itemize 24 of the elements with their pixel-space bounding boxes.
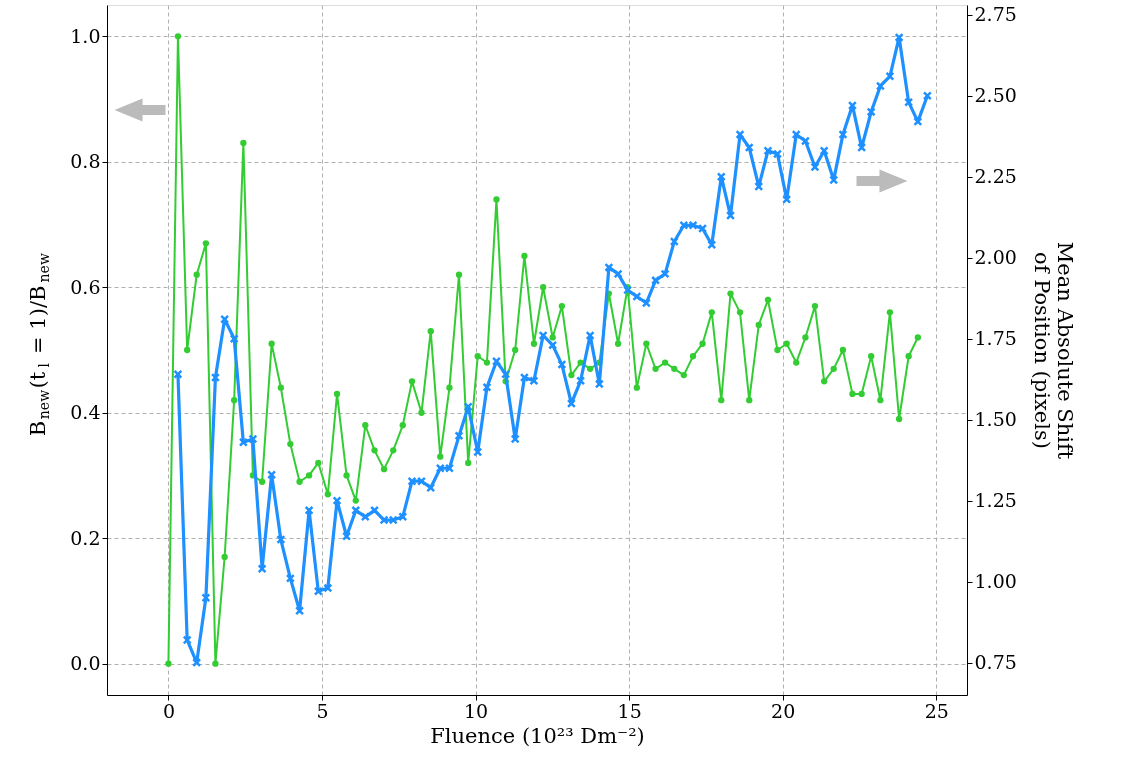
x-axis-title: Fluence (10²³ Dm⁻²) (430, 723, 645, 748)
y2-tick-label: 1.25 (974, 489, 1017, 512)
x-tick-label: 25 (924, 699, 949, 722)
y2-axis-title: Mean Absolute Shift of Position (pixels) (1029, 241, 1077, 460)
y2-tick-label: 2.00 (974, 246, 1017, 269)
y2-tick-label: 0.75 (974, 651, 1017, 674)
y2-tick-label: 1.75 (974, 327, 1017, 350)
y-tick-label: 0.4 (70, 401, 101, 424)
x-tick-label: 15 (617, 699, 642, 722)
y2-tick-label: 1.00 (974, 570, 1017, 593)
x-tick-label: 10 (463, 699, 489, 722)
y2-tick-label: 2.50 (974, 84, 1017, 107)
y-tick-label: 0.0 (70, 652, 101, 675)
x-tick-label: 20 (771, 699, 796, 722)
x-tick-label: 5 (316, 699, 329, 722)
y-axis-title: Bnew(tl = 1)/Bnew (26, 253, 52, 437)
y-tick-label: 1.0 (70, 24, 101, 47)
y-tick-label: 0.8 (70, 150, 101, 173)
y2-tick-label: 2.75 (974, 3, 1017, 26)
y-tick-label: 0.2 (70, 526, 101, 549)
y2-tick-label: 2.25 (974, 165, 1017, 188)
y2-tick-label: 1.50 (974, 408, 1017, 431)
y-tick-label: 0.6 (70, 275, 101, 298)
x-tick-label: 0 (162, 699, 175, 722)
